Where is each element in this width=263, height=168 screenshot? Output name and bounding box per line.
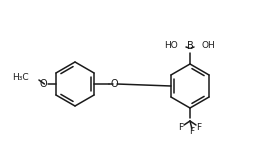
Text: F: F [189, 128, 195, 136]
Text: OH: OH [202, 40, 216, 50]
Text: B: B [187, 41, 193, 51]
Text: F: F [196, 122, 201, 132]
Text: O: O [39, 79, 47, 89]
Text: O: O [111, 79, 118, 89]
Text: HO: HO [164, 40, 178, 50]
Text: H₃C: H₃C [12, 74, 29, 82]
Text: F: F [178, 122, 184, 132]
